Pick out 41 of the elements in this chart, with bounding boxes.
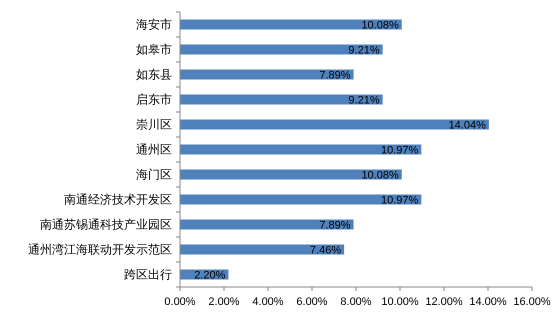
y-tick-label: 崇川区 [136, 118, 172, 132]
x-tick-label: 16.00% [513, 296, 551, 308]
x-tick-label: 0.00% [164, 296, 196, 308]
data-label: 7.89% [319, 220, 351, 232]
bar [180, 144, 422, 154]
y-tick-label: 南通经济技术开发区 [64, 192, 172, 206]
y-tick-label: 跨区出行 [124, 268, 172, 282]
bar [180, 120, 489, 130]
y-tick-label: 如皋市 [136, 42, 172, 56]
y-tick-label: 如东县 [136, 68, 172, 82]
x-tick-label: 14.00% [469, 296, 507, 308]
y-tick-label: 南通苏锡通科技产业园区 [40, 218, 172, 232]
bar [180, 20, 402, 30]
data-label: 9.21% [348, 94, 380, 106]
data-label: 10.97% [381, 194, 419, 206]
data-label: 10.97% [381, 144, 419, 156]
bar [180, 94, 383, 104]
bar [180, 244, 344, 254]
x-tick-label: 12.00% [425, 296, 463, 308]
bar [180, 70, 354, 80]
bar [180, 220, 354, 230]
bar [180, 170, 402, 180]
data-label: 10.08% [361, 20, 399, 32]
y-tick-label: 海门区 [136, 168, 172, 182]
data-label: 7.89% [319, 70, 351, 82]
y-tick-label: 通州湾江海联动开发示范区 [28, 242, 172, 256]
x-tick-label: 4.00% [252, 296, 284, 308]
y-tick-label: 通州区 [136, 142, 172, 156]
data-label: 9.21% [348, 44, 380, 56]
x-tick-label: 2.00% [208, 296, 240, 308]
x-tick-label: 8.00% [340, 296, 372, 308]
data-label: 14.04% [448, 120, 486, 132]
data-label: 10.08% [361, 170, 399, 182]
data-label: 2.20% [194, 270, 226, 282]
bar [180, 44, 383, 54]
bar [180, 194, 422, 204]
x-tick-label: 6.00% [296, 296, 328, 308]
data-label: 7.46% [310, 244, 342, 256]
x-tick-label: 10.00% [381, 296, 419, 308]
y-tick-label: 海安市 [136, 18, 172, 32]
y-tick-label: 启东市 [136, 92, 172, 106]
